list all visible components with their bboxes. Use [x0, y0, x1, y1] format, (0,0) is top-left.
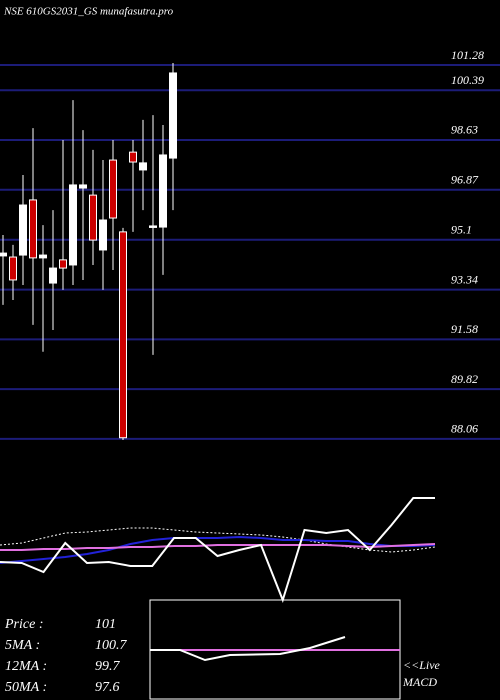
candle-body — [169, 72, 177, 159]
candle-body — [29, 199, 37, 259]
candle-body — [9, 256, 17, 281]
candle-body — [59, 259, 67, 269]
y-tick-label: 88.06 — [451, 422, 478, 436]
candle-body — [49, 267, 57, 284]
chart-title: NSE 610GS2031_GS munafasutra.pro — [3, 6, 174, 18]
line-series — [150, 636, 346, 662]
candle-body — [149, 225, 157, 228]
candle-body — [109, 159, 117, 219]
candle-body — [69, 184, 77, 266]
candle-body — [89, 194, 97, 241]
candle-body — [129, 151, 137, 163]
summary-value: 100.7 — [95, 638, 128, 653]
candle-body — [39, 254, 47, 259]
summary-value: 99.7 — [95, 659, 121, 674]
y-tick-label: 100.39 — [451, 73, 484, 87]
summary-label: 12MA : — [5, 659, 47, 674]
summary-value: 97.6 — [95, 680, 120, 695]
candle-body — [19, 204, 27, 256]
y-tick-label: 96.87 — [451, 172, 479, 186]
summary-label: 5MA : — [5, 638, 40, 653]
summary-value: 101 — [95, 617, 116, 632]
y-tick-label: 101.28 — [451, 48, 484, 62]
candle-body — [139, 162, 147, 171]
candle-body — [99, 219, 107, 251]
y-tick-label: 98.63 — [451, 123, 478, 137]
y-tick-label: 89.82 — [451, 372, 478, 386]
line-series — [0, 497, 435, 604]
candle-body — [79, 184, 87, 189]
candle-body — [159, 154, 167, 228]
annotation: <<Live — [403, 658, 441, 672]
summary-label: Price : — [4, 617, 43, 632]
candle-body — [119, 231, 127, 439]
line-series — [0, 527, 436, 553]
y-tick-label: 93.34 — [451, 272, 478, 286]
summary-label: 50MA : — [5, 680, 47, 695]
annotation: MACD — [402, 675, 437, 689]
y-tick-label: 91.58 — [451, 322, 478, 336]
y-tick-label: 95.1 — [451, 223, 472, 237]
candle-body — [0, 252, 7, 257]
